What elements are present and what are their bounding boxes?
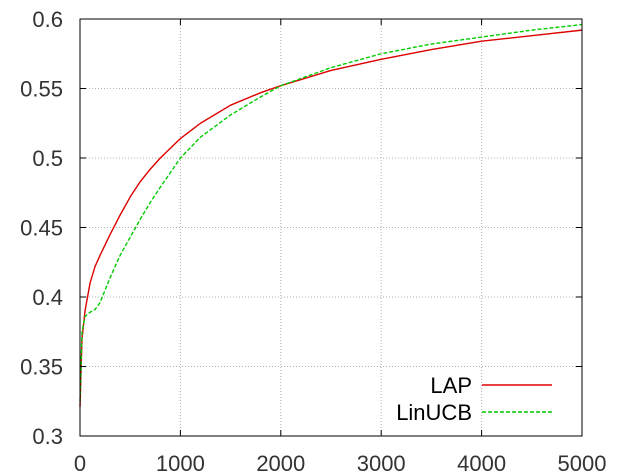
series-line-linucb [79,23,583,402]
x-tick-label: 2000 [256,451,305,475]
y-tick-label: 0.4 [32,285,63,310]
y-axis-labels: 0.3 0.35 0.4 0.45 0.5 0.55 0.6 [20,7,63,449]
grid [80,19,582,436]
series-line-lap [79,29,583,407]
x-tick-label: 3000 [357,451,406,475]
x-tick-label: 1000 [156,451,205,475]
y-tick-label: 0.55 [20,77,63,102]
x-axis-labels: 0 1000 2000 3000 4000 5000 [74,451,607,475]
x-tick-label: 5000 [558,451,607,475]
legend-label-linucb: LinUCB [396,400,472,425]
y-tick-label: 0.45 [20,216,63,241]
x-tick-label: 4000 [457,451,506,475]
x-tick-label: 0 [74,451,86,475]
y-tick-label: 0.3 [32,424,63,449]
y-tick-label: 0.5 [32,146,63,171]
y-tick-label: 0.35 [20,355,63,380]
series-layer [79,23,583,407]
legend-label-lap: LAP [430,373,472,398]
axis-ticks [79,18,583,437]
y-tick-label: 0.6 [32,7,63,32]
